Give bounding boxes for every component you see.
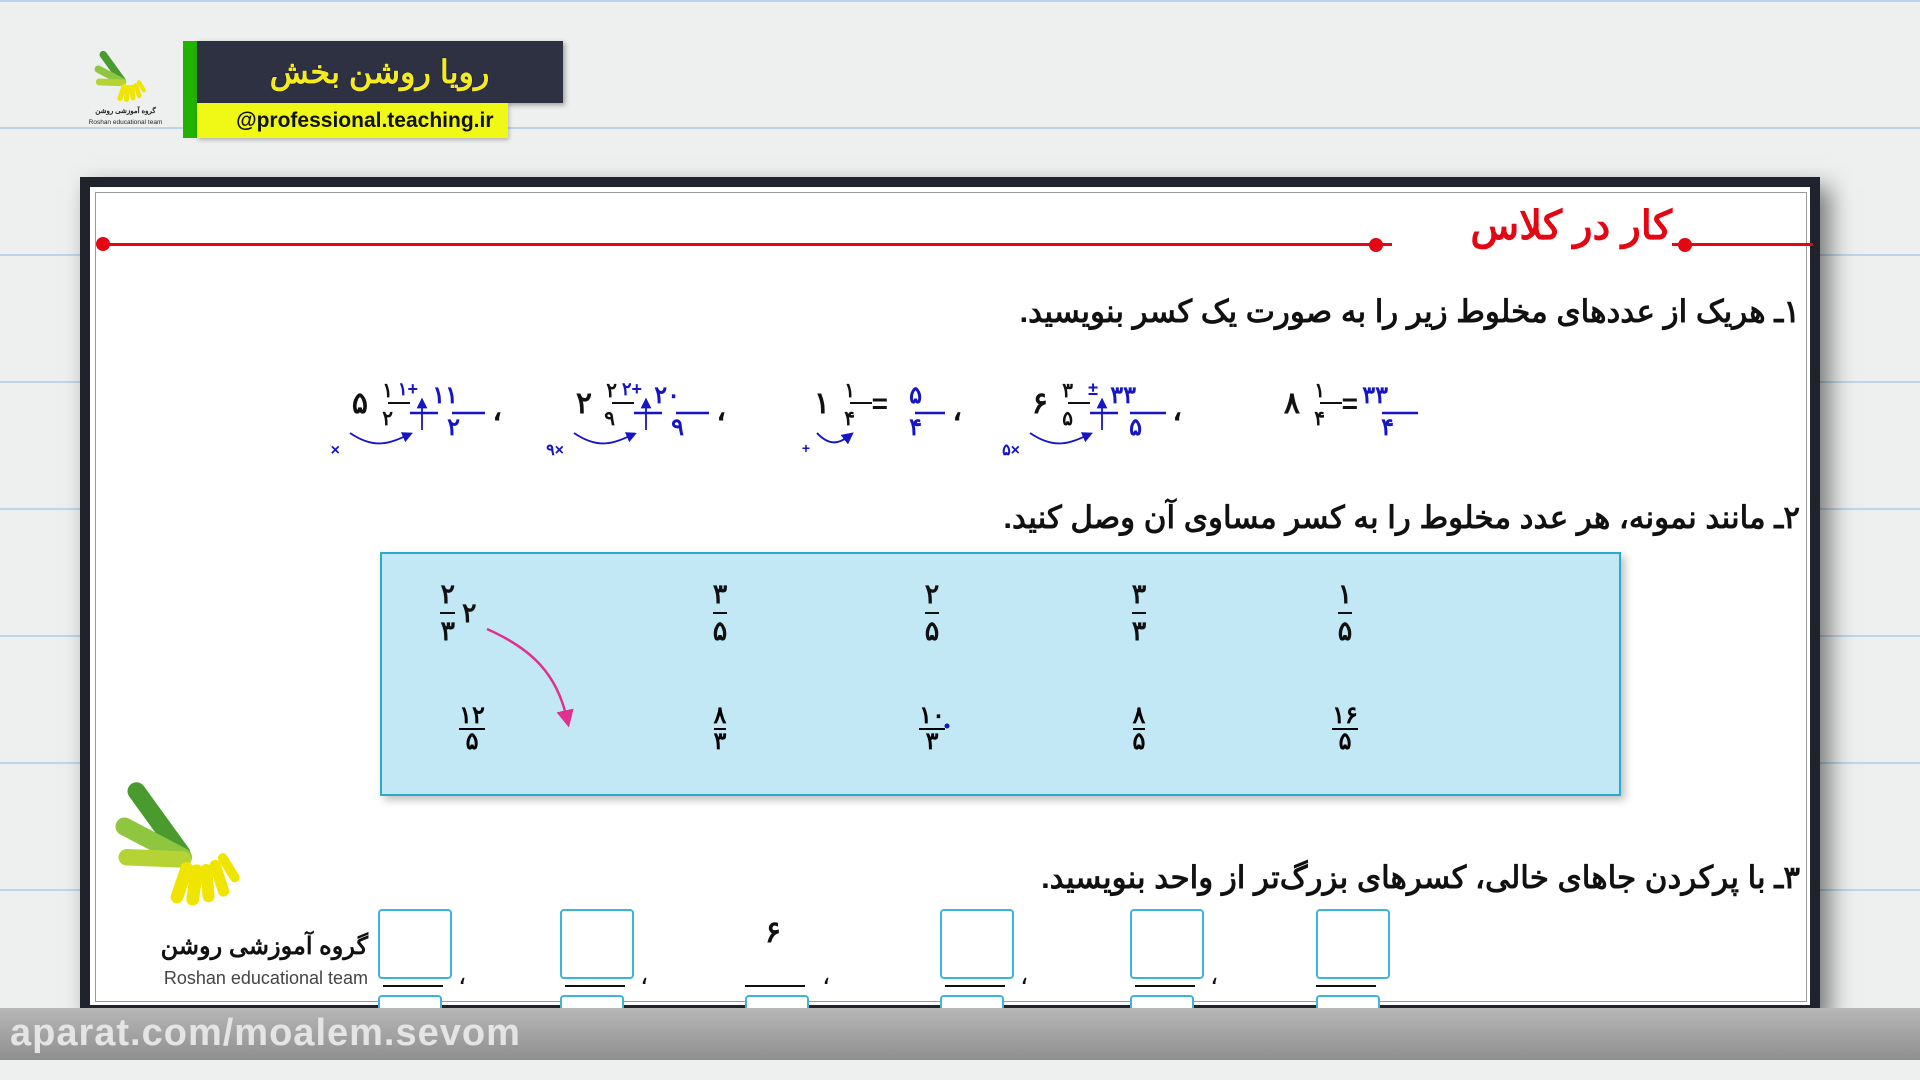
svg-text:±: ±	[1088, 379, 1098, 399]
svg-text:۱: ۱	[844, 380, 855, 402]
svg-text:۳۳: ۳۳	[1110, 382, 1136, 409]
svg-text:،: ،	[716, 394, 726, 427]
svg-text:×۲: ×۲	[330, 442, 340, 459]
svg-text:۶: ۶	[1032, 387, 1048, 420]
svg-text:۴: ۴	[1314, 408, 1325, 430]
svg-text:۴: ۴	[1381, 414, 1394, 441]
svg-text:۱: ۱	[382, 380, 393, 402]
svg-text:=: =	[1342, 388, 1358, 419]
svg-text:۱: ۱	[814, 387, 830, 420]
svg-text:،: ،	[492, 394, 502, 427]
svg-text:۲: ۲	[606, 380, 617, 402]
svg-text:۵: ۵	[1062, 408, 1073, 430]
svg-text:۲۰: ۲۰	[654, 382, 680, 409]
svg-text:،: ،	[952, 394, 962, 427]
svg-text:۸: ۸	[1284, 387, 1301, 420]
svg-text:۵: ۵	[352, 387, 368, 420]
svg-text:۱: ۱	[1314, 380, 1325, 402]
svg-text:۲: ۲	[576, 387, 592, 420]
svg-text:۵: ۵	[909, 382, 922, 409]
svg-text:+: +	[802, 440, 810, 456]
svg-text:۲: ۲	[382, 408, 393, 430]
svg-text:۵: ۵	[1129, 414, 1142, 441]
svg-text:+۱: +۱	[398, 379, 418, 399]
svg-text:،: ،	[1172, 394, 1182, 427]
svg-text:۴: ۴	[844, 408, 855, 430]
svg-text:۹: ۹	[604, 408, 615, 430]
svg-text:×۹: ×۹	[546, 442, 564, 459]
svg-text:۴: ۴	[909, 414, 922, 441]
svg-text:۱۱: ۱۱	[432, 382, 458, 409]
svg-text:+۲: +۲	[622, 379, 642, 399]
svg-text:=: =	[872, 388, 888, 419]
svg-text:۳: ۳	[1062, 380, 1073, 402]
svg-text:×۵: ×۵	[1002, 442, 1020, 459]
svg-text:۳۳: ۳۳	[1362, 382, 1388, 409]
svg-text:۹: ۹	[671, 414, 684, 441]
svg-text:۲: ۲	[447, 414, 460, 441]
